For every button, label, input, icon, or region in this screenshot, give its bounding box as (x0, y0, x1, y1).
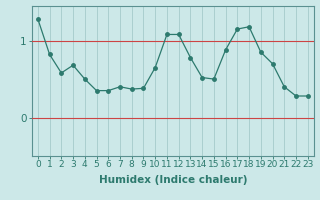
X-axis label: Humidex (Indice chaleur): Humidex (Indice chaleur) (99, 175, 247, 185)
